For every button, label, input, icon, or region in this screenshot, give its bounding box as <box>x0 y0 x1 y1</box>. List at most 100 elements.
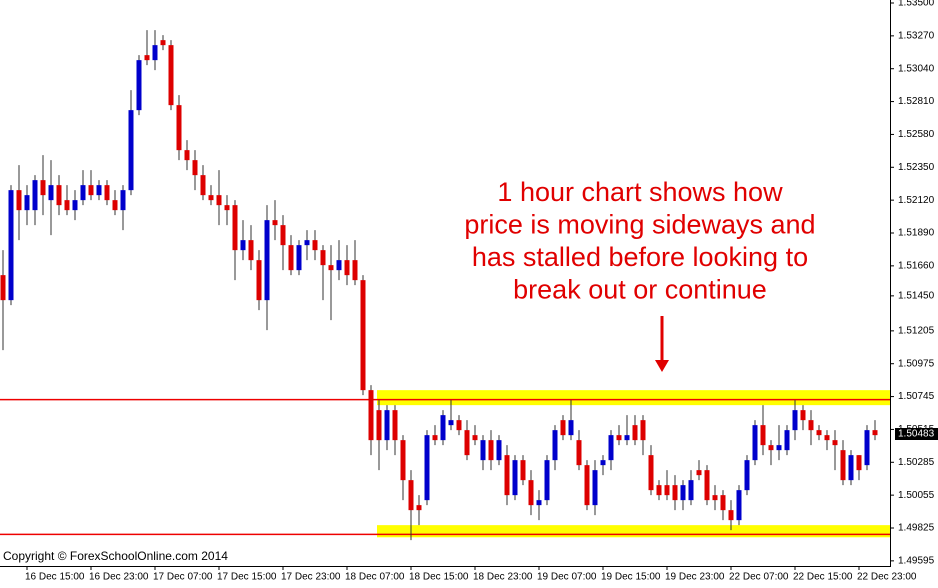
candle-body <box>64 200 70 211</box>
candle-body <box>104 185 110 201</box>
candle-body <box>536 500 542 506</box>
candle-body <box>592 470 598 506</box>
candle-body <box>624 435 630 441</box>
y-tick-label: 1.53040 <box>898 63 935 74</box>
candle-body <box>480 440 486 461</box>
candle-body <box>840 450 846 481</box>
candle-body <box>656 485 662 496</box>
candle-body <box>344 260 350 276</box>
candle-body <box>824 435 830 441</box>
candle-body <box>808 420 814 431</box>
candle-body <box>560 420 566 436</box>
candle-body <box>640 420 646 441</box>
candle-body <box>304 240 310 246</box>
candle-body <box>88 185 94 196</box>
candle-body <box>600 460 606 466</box>
copyright: Copyright © ForexSchoolOnline.com 2014 <box>3 549 228 563</box>
x-tick-label: 16 Dec 15:00 <box>25 572 85 583</box>
y-tick-label: 1.52350 <box>898 162 935 173</box>
candle-body <box>856 455 862 471</box>
candle-body <box>584 465 590 506</box>
candle-body <box>472 435 478 441</box>
candle-body <box>752 425 758 461</box>
candle-body <box>384 410 390 441</box>
candle-body <box>520 460 526 481</box>
x-tick-label: 17 Dec 23:00 <box>281 572 341 583</box>
candle-body <box>96 185 102 196</box>
candle-body <box>72 200 78 211</box>
candle-body <box>576 440 582 466</box>
y-tick-label: 1.51205 <box>898 325 935 336</box>
candle-body <box>200 175 206 196</box>
candle-body <box>288 245 294 271</box>
candle-body <box>432 435 438 441</box>
candle-body <box>408 480 414 511</box>
candle-body <box>224 205 230 211</box>
candle-body <box>208 195 214 201</box>
candle-body <box>568 420 574 436</box>
y-tick-label: 1.50745 <box>898 391 935 402</box>
candle-body <box>800 410 806 421</box>
candle-body <box>688 480 694 501</box>
candle-body <box>456 420 462 431</box>
x-tick-label: 18 Dec 07:00 <box>345 572 405 583</box>
candle-body <box>776 445 782 451</box>
y-tick-label: 1.53270 <box>898 30 935 41</box>
annotation-line: price is moving sideways and <box>464 210 815 240</box>
candle-body <box>496 440 502 461</box>
candle-body <box>368 390 374 441</box>
y-tick-label: 1.52580 <box>898 129 935 140</box>
candle-body <box>712 495 718 501</box>
candle-body <box>16 190 22 211</box>
candle-body <box>736 490 742 521</box>
y-tick-label: 1.53500 <box>898 0 935 9</box>
x-tick-label: 22 Dec 15:00 <box>793 572 853 583</box>
candle-body <box>416 505 422 511</box>
y-tick-label: 1.49595 <box>898 555 935 566</box>
y-tick-label: 1.50975 <box>898 358 935 369</box>
x-tick-label: 19 Dec 23:00 <box>665 572 725 583</box>
candle-body <box>696 470 702 476</box>
candle-body <box>128 110 134 191</box>
candle-body <box>240 240 246 251</box>
last-price-box <box>895 428 938 440</box>
candle-body <box>24 195 30 211</box>
annotation-arrow-head <box>655 360 669 372</box>
x-tick-label: 17 Dec 07:00 <box>153 572 213 583</box>
candle-body <box>720 495 726 511</box>
candle-body <box>256 260 262 301</box>
candle-body <box>664 485 670 496</box>
candle-body <box>608 435 614 461</box>
y-tick-label: 1.50285 <box>898 457 935 468</box>
candle-body <box>424 435 430 501</box>
levels <box>0 398 890 536</box>
candle-body <box>32 180 38 211</box>
candle-body <box>400 440 406 481</box>
candle-body <box>80 185 86 201</box>
x-tick-label: 16 Dec 23:00 <box>89 572 149 583</box>
candle-body <box>352 260 358 281</box>
candle-body <box>528 480 534 506</box>
candle-body <box>864 430 870 466</box>
candle-body <box>392 410 398 441</box>
candle-body <box>552 430 558 461</box>
zone <box>377 525 890 538</box>
candle-body <box>232 205 238 251</box>
candle-body <box>448 420 454 426</box>
candle-body <box>848 455 854 481</box>
candles <box>0 30 878 541</box>
candle-body <box>488 440 494 461</box>
candle-body <box>464 430 470 456</box>
x-tick-label: 22 Dec 23:00 <box>857 572 917 583</box>
candle-body <box>792 410 798 431</box>
candle-body <box>248 240 254 261</box>
last-price-label: 1.50483 <box>898 429 935 440</box>
annotation-line: break out or continue <box>513 275 767 305</box>
candle-body <box>680 485 686 501</box>
candle-body <box>784 430 790 451</box>
candle-body <box>184 150 190 161</box>
candle-body <box>192 160 198 176</box>
candle-body <box>328 265 334 271</box>
annotation-line: has stalled before looking to <box>472 242 808 272</box>
